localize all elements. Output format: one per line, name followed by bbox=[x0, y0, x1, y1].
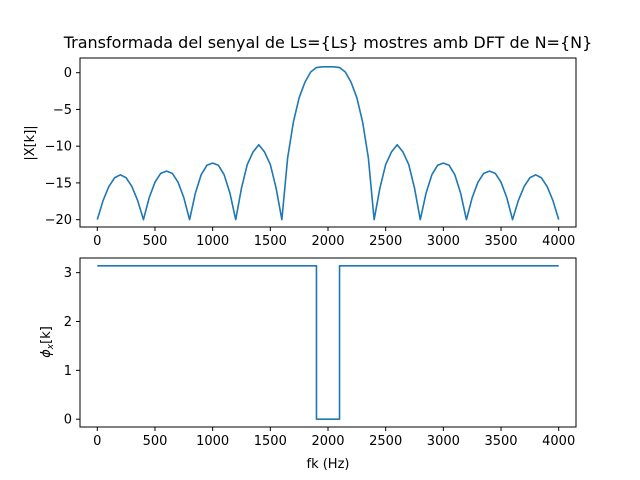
phase-y-axis-label-subscript: x bbox=[46, 343, 56, 350]
phase-y-tick-label: 2 bbox=[64, 315, 72, 330]
magnitude-x-tick-label: 0 bbox=[93, 234, 101, 249]
magnitude-y-tick-label: −15 bbox=[45, 176, 72, 191]
phase-x-tick-label: 3000 bbox=[427, 434, 460, 449]
magnitude-x-tick-label: 1000 bbox=[196, 234, 229, 249]
phase-y-axis: 0 1 2 3 bbox=[64, 266, 80, 428]
phase-x-tick-label: 1000 bbox=[196, 434, 229, 449]
phase-y-axis-label-symbol: ϕ bbox=[39, 349, 54, 358]
phase-x-tick-label: 1500 bbox=[254, 434, 287, 449]
magnitude-y-tick-label: −20 bbox=[45, 213, 72, 228]
phase-x-tick-label: 2500 bbox=[369, 434, 402, 449]
phase-y-axis-label: ϕx[k] bbox=[39, 326, 56, 358]
chart-title: Transformada del senyal de Ls={Ls} mostr… bbox=[63, 33, 593, 52]
magnitude-y-tick-label: 0 bbox=[64, 66, 72, 81]
phase-x-axis: 0 500 1000 1500 2000 2500 3000 3500 4000 bbox=[93, 427, 575, 449]
magnitude-subplot: Transformada del senyal de Ls={Ls} mostr… bbox=[23, 33, 592, 249]
magnitude-x-tick-label: 1500 bbox=[254, 234, 287, 249]
magnitude-x-tick-label: 3000 bbox=[427, 234, 460, 249]
magnitude-x-axis: 0 500 1000 1500 2000 2500 3000 3500 4000 bbox=[93, 227, 575, 249]
phase-x-tick-label: 0 bbox=[93, 434, 101, 449]
phase-x-tick-label: 2000 bbox=[311, 434, 344, 449]
phase-y-tick-label: 0 bbox=[64, 413, 72, 428]
phase-series-line-0 bbox=[97, 265, 559, 420]
magnitude-y-tick-label: −10 bbox=[45, 140, 72, 155]
phase-axes-frame bbox=[79, 257, 577, 428]
magnitude-plot-area bbox=[96, 66, 560, 221]
phase-x-tick-label: 4000 bbox=[542, 434, 575, 449]
magnitude-y-axis-label: |X[k]| bbox=[23, 125, 38, 160]
magnitude-x-tick-label: 3500 bbox=[484, 234, 517, 249]
magnitude-x-tick-label: 500 bbox=[143, 234, 168, 249]
phase-plot-area bbox=[97, 265, 559, 420]
magnitude-y-axis: 0 −5 −10 −15 −20 bbox=[45, 66, 80, 228]
phase-x-axis-label: fk (Hz) bbox=[307, 457, 350, 472]
magnitude-series-line-0 bbox=[96, 66, 560, 221]
magnitude-x-tick-label: 2000 bbox=[311, 234, 344, 249]
phase-y-tick-label: 1 bbox=[64, 364, 72, 379]
phase-y-tick-label: 3 bbox=[64, 266, 72, 281]
phase-x-tick-label: 3500 bbox=[484, 434, 517, 449]
phase-x-tick-label: 500 bbox=[143, 434, 168, 449]
magnitude-y-tick-label: −5 bbox=[53, 103, 72, 118]
magnitude-axes-frame bbox=[79, 57, 577, 228]
magnitude-x-tick-label: 2500 bbox=[369, 234, 402, 249]
magnitude-x-tick-label: 4000 bbox=[542, 234, 575, 249]
phase-subplot: 0 500 1000 1500 2000 2500 3000 3500 4000 0 1 2 3 fk… bbox=[39, 257, 577, 472]
phase-y-axis-label-suffix: [k] bbox=[39, 326, 54, 344]
